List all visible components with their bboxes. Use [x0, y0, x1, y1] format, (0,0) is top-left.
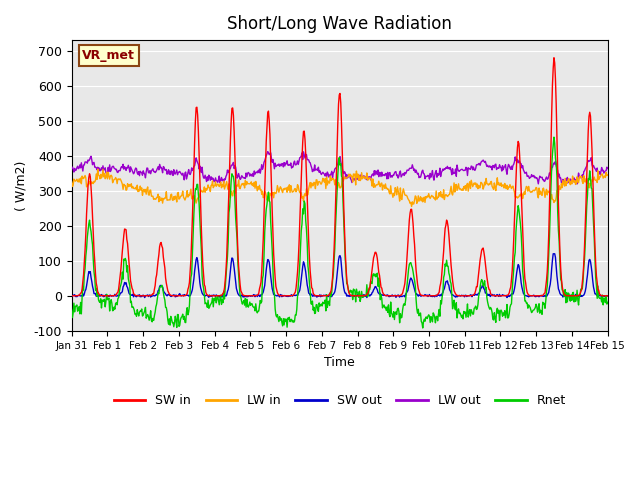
Legend: SW in, LW in, SW out, LW out, Rnet: SW in, LW in, SW out, LW out, Rnet [109, 389, 571, 412]
X-axis label: Time: Time [324, 356, 355, 369]
Text: VR_met: VR_met [83, 49, 135, 62]
Y-axis label: ( W/m2): ( W/m2) [15, 160, 28, 211]
Title: Short/Long Wave Radiation: Short/Long Wave Radiation [227, 15, 452, 33]
